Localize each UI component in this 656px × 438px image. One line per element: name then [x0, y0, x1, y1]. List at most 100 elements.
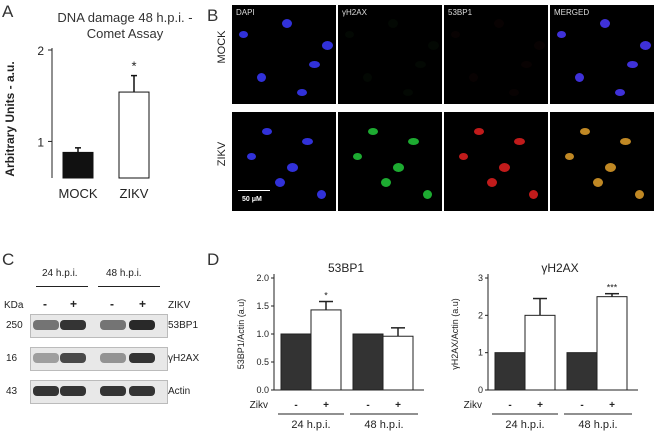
nucleus: [499, 163, 510, 172]
wb-band: [33, 386, 59, 396]
nucleus: [247, 153, 256, 160]
panel-letter-d: D: [207, 250, 220, 269]
x-sign: -: [508, 400, 511, 411]
group-label: 24 h.p.i.: [291, 419, 330, 431]
scale-bar: [238, 190, 270, 191]
microscopy-row-labels: MOCK ZIKV: [212, 5, 232, 211]
micro-zikv-0: 50 μM: [232, 112, 336, 211]
chart-title: γH2AX: [541, 261, 578, 275]
nucleus: [521, 61, 532, 68]
nucleus: [459, 153, 468, 160]
x-sign: +: [323, 400, 329, 411]
wb-sign: -: [110, 297, 114, 311]
bar: [524, 314, 556, 391]
nucleus: [565, 153, 574, 160]
nucleus: [368, 128, 378, 135]
chart-a: 1 2 Arbitrary Units - a.u. MOCK * ZIKV: [3, 44, 150, 201]
nucleus: [403, 89, 413, 96]
nucleus: [257, 73, 266, 82]
wb-band: [33, 353, 59, 363]
nucleus: [615, 89, 625, 96]
nucleus: [415, 61, 426, 68]
wb-timepoint: 24 h.p.i.: [42, 268, 78, 279]
micro-row-label: ZIKV: [216, 141, 228, 166]
nucleus: [474, 128, 484, 135]
nucleus: [428, 41, 439, 50]
wb-timepoint-underline: [98, 286, 160, 287]
nucleus: [487, 178, 497, 187]
x-sign: -: [580, 400, 583, 411]
nucleus: [297, 89, 307, 96]
wb-band: [60, 386, 86, 396]
nucleus: [557, 31, 566, 38]
y-axis-label: 53BP1/Actin (a.u): [236, 299, 246, 370]
x-sign: -: [294, 400, 297, 411]
x-sign: +: [609, 400, 615, 411]
nucleus: [423, 190, 432, 199]
micro-zikv-2: [444, 112, 548, 211]
nucleus: [509, 89, 519, 96]
chart-gh2ax: γH2AX 0 1 2 3 γH2AX/Actin (a.u) - + - *** + Zikv 24 …: [450, 261, 638, 431]
nucleus: [620, 138, 631, 145]
panel-letter-c: C: [2, 250, 15, 269]
nucleus: [287, 163, 298, 172]
y-tick-label: 0.0: [256, 385, 269, 395]
micro-mock-0: DAPI: [232, 5, 336, 104]
nucleus: [317, 190, 326, 199]
micro-mock-3: MERGED: [550, 5, 654, 104]
bar: [310, 309, 342, 391]
wb-protein: Actin: [168, 386, 191, 397]
nucleus: [514, 138, 525, 145]
y-tick-label: 2: [478, 310, 483, 320]
nucleus: [529, 190, 538, 199]
x-sign: +: [537, 400, 543, 411]
micro-column-label: DAPI: [236, 8, 255, 17]
y-axis-label: γH2AX/Actin (a.u): [450, 298, 460, 370]
y-tick-label: 1.5: [256, 301, 269, 311]
nucleus: [309, 61, 320, 68]
nucleus: [239, 31, 248, 38]
nucleus: [363, 73, 372, 82]
panel-a-title: DNA damage 48 h.p.i. - Comet Assay: [30, 10, 220, 42]
chart-53bp1: 53BP1 0.0 0.5 1.0 1.5 2.0 53BP1/Actin (a.u) - * +…: [236, 261, 424, 431]
panel-letter-a: A: [2, 2, 14, 21]
nucleus: [322, 41, 333, 50]
wb-band: [129, 320, 155, 330]
significance-marker: *: [324, 291, 328, 301]
bar-zikv: [118, 91, 150, 179]
micro-zikv-1: [338, 112, 442, 211]
y-tick-label: 0.5: [256, 357, 269, 367]
nucleus: [388, 19, 398, 28]
nucleus: [593, 178, 603, 187]
nucleus: [534, 41, 545, 50]
y-tick-label: 0: [478, 385, 483, 395]
wb-band: [100, 320, 126, 330]
wb-timepoint: 48 h.p.i.: [106, 268, 142, 279]
wb-kda: 43: [6, 386, 18, 397]
nucleus: [302, 138, 313, 145]
x-sign: +: [395, 400, 401, 411]
nucleus: [605, 163, 616, 172]
nucleus: [451, 31, 460, 38]
wb-band: [60, 353, 86, 363]
y-tick-label: 2.0: [256, 273, 269, 283]
y-tick-label: 1: [37, 135, 44, 149]
nucleus: [580, 128, 590, 135]
nucleus: [353, 153, 362, 160]
significance-marker: ***: [607, 283, 618, 293]
micro-column-label: γH2AX: [342, 8, 367, 17]
nucleus: [627, 61, 638, 68]
panel-a-title-line1: DNA damage 48 h.p.i. -: [57, 10, 193, 25]
wb-protein: 53BP1: [168, 320, 199, 331]
nucleus: [282, 19, 292, 28]
nucleus: [262, 128, 272, 135]
wb-kda: 250: [6, 320, 23, 331]
wb-band: [129, 386, 155, 396]
y-tick-label: 2: [37, 44, 44, 58]
nucleus: [393, 163, 404, 172]
western-blot: 24 h.p.i. 48 h.p.i. KDa ZIKV - + - +250 53BP1 16 γ…: [0, 262, 210, 412]
wb-band: [100, 353, 126, 363]
bar: [596, 296, 628, 391]
nucleus: [275, 178, 285, 187]
nucleus: [575, 73, 584, 82]
